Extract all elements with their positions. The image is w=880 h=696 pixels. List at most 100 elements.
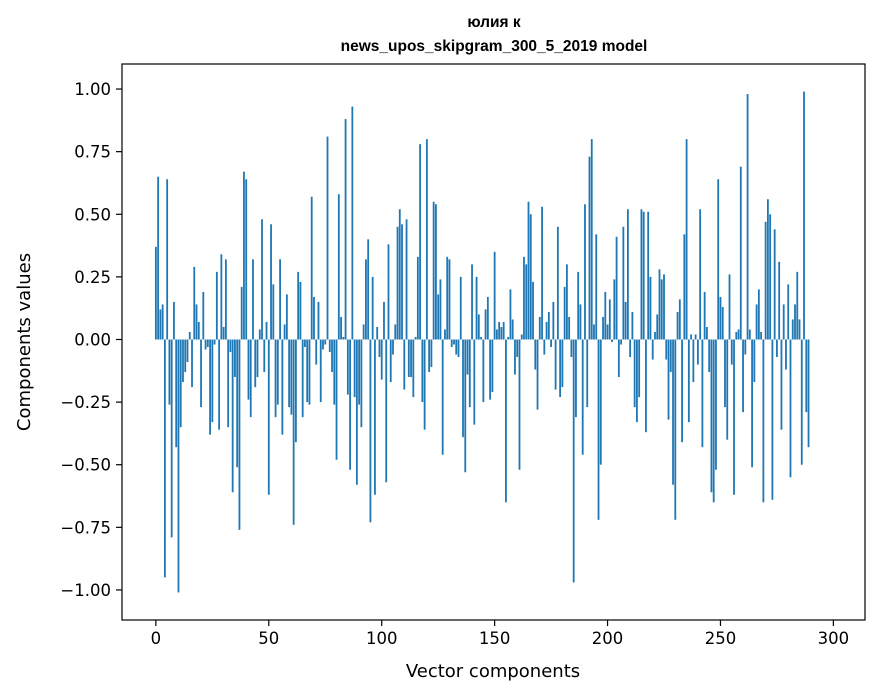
bar — [755, 304, 758, 340]
bar — [301, 339, 304, 418]
bar — [344, 119, 347, 340]
bar — [261, 219, 263, 340]
bar — [285, 294, 288, 340]
bar — [538, 316, 541, 340]
bar — [778, 261, 781, 340]
bar — [800, 339, 803, 465]
bar — [726, 339, 729, 440]
bar — [468, 339, 471, 408]
bar — [394, 324, 397, 340]
bar — [439, 279, 442, 340]
bar — [757, 289, 760, 340]
bar — [807, 339, 810, 448]
bar — [703, 291, 706, 340]
bar — [175, 339, 178, 448]
bar — [475, 276, 478, 340]
bar — [333, 339, 336, 405]
x-tick-label: 200 — [592, 629, 624, 648]
bar — [717, 179, 720, 340]
bar — [547, 311, 550, 340]
bar — [263, 339, 266, 373]
bar — [310, 196, 313, 340]
bar — [545, 321, 548, 340]
bar — [706, 326, 708, 340]
bar — [274, 339, 277, 418]
bar — [288, 339, 291, 408]
bar — [620, 339, 622, 345]
bar — [294, 339, 297, 443]
bar — [444, 329, 446, 340]
bar — [486, 296, 489, 340]
bar — [340, 316, 342, 340]
bar — [590, 139, 593, 340]
bar — [195, 304, 198, 340]
bar — [319, 339, 322, 403]
bar — [482, 339, 485, 403]
bar — [166, 179, 169, 340]
bar — [353, 339, 356, 398]
bar — [161, 304, 164, 340]
bar — [252, 259, 254, 340]
bar — [173, 301, 175, 340]
bar — [721, 306, 724, 340]
bar — [360, 339, 363, 428]
bar — [322, 339, 324, 350]
bar — [511, 319, 514, 340]
bar — [471, 264, 473, 340]
bar — [297, 271, 300, 340]
bar — [687, 339, 690, 423]
bar — [197, 321, 200, 340]
bar — [421, 339, 424, 403]
bar — [631, 311, 634, 340]
bar — [690, 334, 693, 340]
bar — [626, 209, 629, 340]
bar — [570, 339, 573, 358]
bar — [308, 339, 311, 405]
bar — [157, 176, 160, 340]
bar — [446, 256, 449, 340]
bar — [484, 309, 487, 340]
bar — [791, 319, 794, 340]
bar — [159, 309, 162, 340]
bar — [283, 324, 286, 340]
bar — [595, 234, 598, 340]
bar — [403, 339, 406, 390]
bar — [645, 339, 647, 433]
y-tick-label: −0.75 — [60, 518, 111, 537]
bar — [227, 339, 230, 428]
bar — [231, 339, 234, 493]
bar — [491, 339, 494, 393]
bar — [575, 339, 577, 418]
bar — [326, 136, 329, 340]
x-axis-ticks: 0 50 100 150 200 250 300 — [151, 620, 849, 648]
bar — [611, 339, 613, 342]
bar — [455, 339, 458, 355]
x-tick-label: 50 — [258, 629, 279, 648]
bar — [206, 339, 209, 348]
bar — [186, 339, 189, 363]
bar — [306, 339, 309, 403]
bar — [243, 171, 245, 340]
bar — [701, 339, 704, 448]
bar — [769, 214, 772, 340]
bar — [764, 221, 767, 340]
bar — [209, 339, 211, 435]
bar — [245, 179, 248, 340]
bar — [780, 339, 783, 430]
bar — [803, 91, 805, 340]
bar — [516, 339, 519, 358]
y-tick-label: −0.50 — [60, 456, 111, 475]
bar — [739, 166, 742, 340]
bar — [290, 339, 293, 415]
bar — [728, 274, 731, 340]
bar — [724, 339, 726, 408]
bar — [712, 339, 715, 503]
bar — [730, 339, 733, 365]
bar — [240, 286, 243, 340]
bar — [536, 339, 539, 410]
bar — [500, 326, 503, 340]
bar — [270, 224, 272, 340]
bar — [615, 236, 618, 340]
bar — [678, 299, 681, 340]
bar — [428, 339, 431, 373]
